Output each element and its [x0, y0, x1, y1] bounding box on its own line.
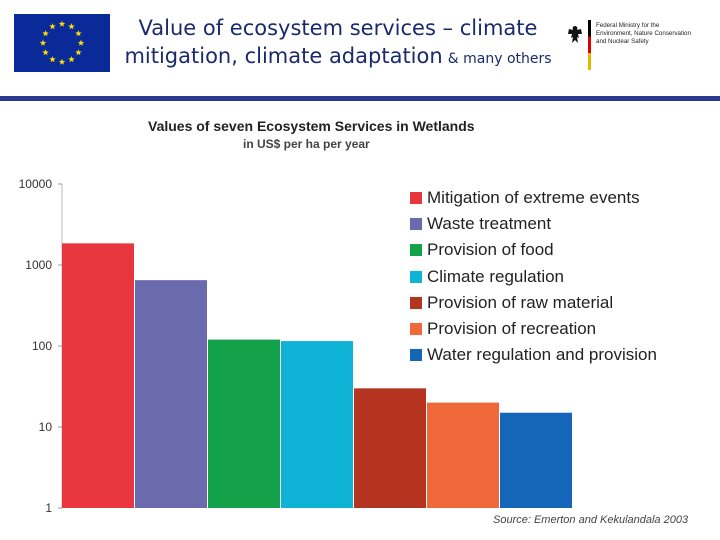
page-title-line1: Value of ecosystem services – climate: [138, 16, 538, 40]
eu-star-icon: [75, 30, 82, 37]
legend-item: Mitigation of extreme events: [410, 188, 710, 214]
eagle-icon: [568, 26, 582, 43]
bar-waste-treatment: [135, 280, 207, 508]
ministry-flag-bar: [588, 20, 591, 70]
page-title: Value of ecosystem services – climate mi…: [118, 14, 558, 70]
eu-flag-logo: [14, 14, 110, 72]
bar-provision-of-raw-material: [354, 388, 426, 508]
legend-swatch: [410, 349, 422, 362]
page-title-suffix: & many others: [447, 51, 552, 67]
legend-item: Provision of food: [410, 240, 710, 266]
eu-star-icon: [42, 30, 49, 37]
bar-chart: 1 10 100 1000 10000: [19, 177, 572, 515]
eu-star-icon: [77, 39, 85, 46]
legend-swatch: [410, 270, 422, 283]
legend-label: Provision of recreation: [427, 318, 597, 338]
eu-star-icon: [42, 49, 49, 56]
legend-swatch: [410, 244, 422, 257]
bar-climate-regulation: [281, 341, 353, 508]
legend-label: Mitigation of extreme events: [427, 188, 640, 207]
legend-swatch: [410, 322, 422, 335]
legend-item: Waste treatment: [410, 214, 710, 240]
header-divider: [0, 96, 720, 101]
eu-star-icon: [68, 23, 75, 30]
eu-star-icon: [58, 20, 66, 27]
chart-source: Source: Emerton and Kekulandala 2003: [493, 514, 689, 526]
legend-label: Provision of food: [427, 240, 554, 260]
legend-item: Climate regulation: [410, 267, 710, 293]
y-tick-label: 10000: [19, 177, 53, 191]
eu-star-icon: [58, 58, 66, 65]
legend-label: Water regulation and provision: [427, 345, 657, 365]
eu-star-icon: [49, 56, 56, 63]
legend-swatch: [410, 192, 422, 204]
y-tick-label: 10: [39, 420, 53, 434]
legend-item: Provision of recreation: [410, 319, 710, 345]
legend-swatch: [410, 296, 422, 309]
y-tick-label: 1000: [25, 258, 52, 272]
chart-subtitle: in US$ per ha per year: [243, 137, 370, 151]
y-tick-label: 100: [32, 339, 52, 353]
eu-star-icon: [75, 49, 82, 56]
ministry-logo: Federal Ministry for the Environment, Na…: [566, 20, 716, 72]
ministry-name: Federal Ministry for the Environment, Na…: [596, 22, 720, 46]
ministry-line: Environment, Nature Conservation: [596, 30, 691, 37]
ministry-line: Federal Ministry for the: [596, 22, 660, 29]
legend-item: Provision of raw material: [410, 293, 710, 319]
legend-label: Waste treatment: [427, 214, 552, 234]
eu-star-icon: [68, 56, 75, 63]
ministry-line: and Nuclear Safety: [596, 38, 649, 45]
legend-swatch: [410, 218, 422, 231]
eu-star-icon: [49, 23, 56, 30]
page-title-line2: mitigation, climate adaptation: [124, 44, 443, 68]
legend-label: Climate regulation: [427, 266, 565, 286]
y-tick-label: 1: [45, 501, 52, 515]
bar-water-regulation-and-provision: [500, 412, 572, 508]
chart-title: Values of seven Ecosystem Services in We…: [148, 118, 475, 134]
legend-item: Water regulation and provision: [410, 345, 710, 371]
legend-label: Provision of raw material: [427, 292, 614, 312]
bar-mitigation-of-extreme-events: [62, 243, 134, 508]
chart-legend: Mitigation of extreme events Waste treatm…: [410, 188, 710, 371]
bar-provision-of-recreation: [427, 402, 499, 508]
eu-star-icon: [39, 39, 47, 46]
bar-provision-of-food: [208, 339, 280, 508]
